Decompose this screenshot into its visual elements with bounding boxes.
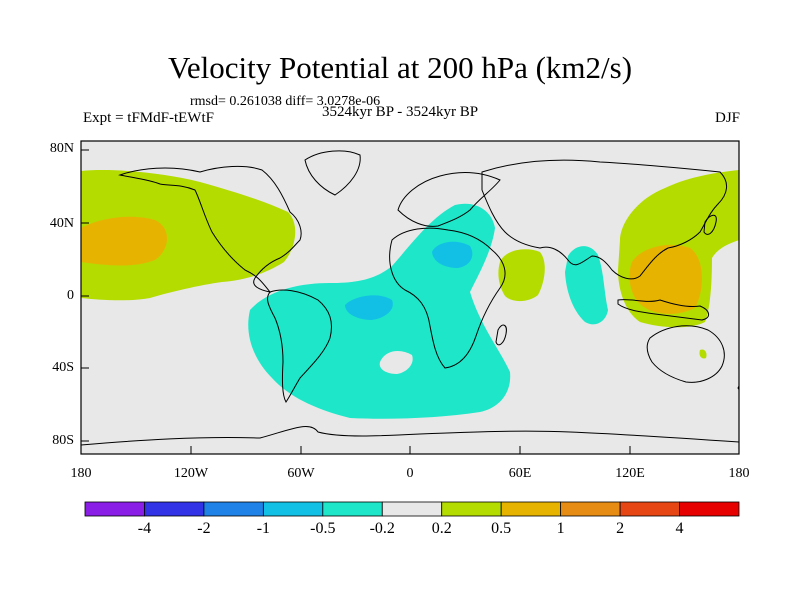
contour-neg-indian-ocean (565, 246, 608, 325)
contour-pos-australia (699, 349, 707, 359)
colorbar-swatch (262, 501, 324, 517)
colorbar-swatch (84, 501, 145, 517)
colorbar-swatch (322, 501, 383, 517)
colorbar-label: 2 (616, 520, 625, 537)
lon-label-0: 0 (406, 466, 414, 481)
colorbar-label: -0.5 (310, 520, 336, 537)
colorbar-label: 1 (556, 520, 565, 537)
coastline-africa (389, 227, 506, 369)
colorbar-label: -1 (256, 520, 271, 537)
season-label: DJF (714, 110, 740, 126)
axis-ticks (80, 149, 740, 454)
lat-label-80n: 80N (49, 141, 74, 156)
colorbar-swatch (679, 501, 740, 517)
colorbar-swatch (381, 501, 443, 517)
coastline-greenland (304, 150, 361, 196)
lat-label-80s: 80S (52, 433, 74, 448)
coastline-europe (397, 172, 501, 227)
contour-pos-arabia (498, 249, 545, 302)
colorbar-label: -4 (137, 520, 152, 537)
colorbar-label: 4 (675, 520, 684, 537)
coastline-asia (481, 159, 727, 280)
coastline-madagascar (495, 324, 507, 346)
lon-label-120e: 120E (615, 466, 645, 481)
stats-label: rmsd= 0.261038 diff= 3.0278e-06 (190, 94, 381, 109)
colorbar-swatch (144, 501, 205, 517)
colorbar-swatch (500, 501, 562, 517)
coastline-japan (703, 214, 717, 235)
coastline-australia (646, 325, 725, 383)
map-title: Velocity Potential at 200 hPa (km2/s) (167, 50, 633, 85)
colorbar-swatch (619, 501, 680, 517)
contour-hole-south-atlantic (379, 350, 413, 374)
coastline-indonesia (617, 299, 709, 321)
lat-label-40s: 40S (52, 360, 74, 375)
lat-label-40n: 40N (49, 216, 74, 231)
colorbar-label: 0.2 (431, 520, 452, 537)
coastline-north-america (118, 165, 302, 293)
period-label: 3524kyr BP - 3524kyr BP (321, 104, 479, 120)
experiment-label: Expt = tFMdF-tEWtF (83, 110, 214, 126)
lon-label-60e: 60E (508, 466, 532, 481)
colorbar-label: -0.2 (369, 520, 395, 537)
lat-label-0: 0 (67, 288, 74, 303)
lon-label-180e: 180 (728, 466, 750, 481)
lon-label-180w: 180 (70, 466, 92, 481)
coastline-south-america (267, 289, 332, 403)
map-plot-area (81, 141, 739, 454)
colorbar-label: 0.5 (491, 520, 512, 537)
coastline-antarctica (81, 425, 739, 446)
colorbar-label: -2 (197, 520, 211, 537)
colorbar-swatch (203, 501, 264, 517)
colorbar-swatch (560, 501, 621, 517)
lon-label-120w: 120W (173, 466, 209, 481)
colorbar (84, 501, 740, 517)
contour-pos-west-pacific-core (629, 244, 702, 314)
contour-neg-atlantic-core (345, 295, 393, 320)
lon-label-60w: 60W (287, 466, 315, 481)
contour-neg-mediterranean-core (432, 241, 473, 268)
colorbar-swatch (441, 501, 502, 517)
contour-pos-pacific-core (81, 216, 168, 266)
coastlines (81, 150, 739, 446)
